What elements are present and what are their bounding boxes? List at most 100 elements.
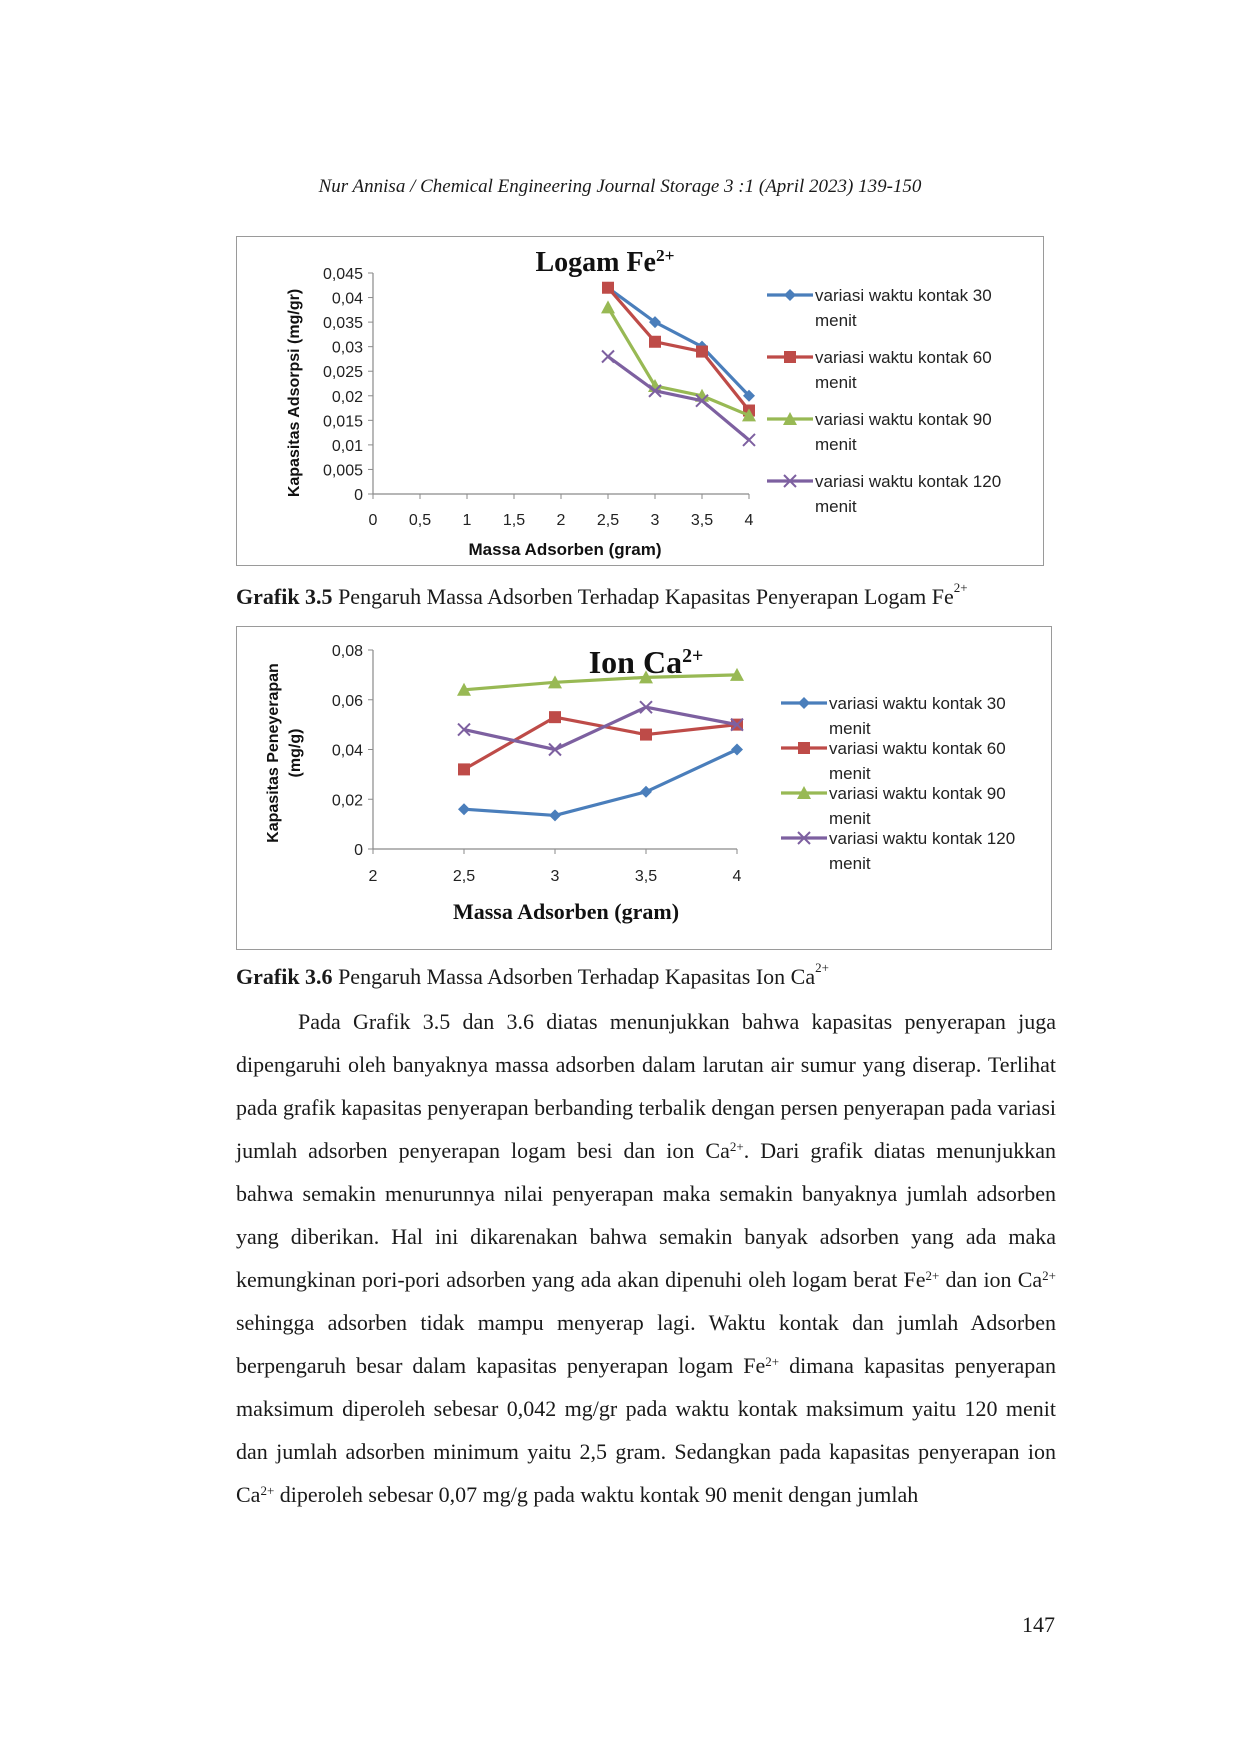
series-line-3 (606, 306, 750, 417)
data-point-series-1 (640, 785, 652, 798)
legend-label: variasi waktu kontak 60 (815, 348, 992, 367)
x-tick-label: 3,5 (635, 868, 657, 885)
chart-fe: 0 0,005 0,01 0,015 0,02 0,025 0,03 0,035 0,04 0,0… (236, 236, 1044, 566)
legend-label: menit (815, 435, 857, 454)
figure-35-caption-text: Pengaruh Massa Adsorben Terhadap Kapasit… (332, 584, 954, 609)
series-line-2 (463, 715, 738, 771)
y-tick-label: 0,03 (332, 340, 363, 357)
body-text-run: dan ion Ca (939, 1267, 1043, 1292)
chart-ca-plot: 0 0,02 0,04 0,06 0,08 2 2,5 3 3,5 4 Ion Ca2+ Massa … (265, 643, 744, 924)
chart-title-text: Logam Fe (535, 247, 656, 278)
legend-marker-4 (783, 474, 797, 488)
legend-marker-3 (783, 412, 797, 425)
series-line-1 (463, 748, 738, 818)
figure-36-caption: Grafik 3.6 Pengaruh Massa Adsorben Terha… (236, 960, 829, 990)
x-axis-label: Massa Adsorben (gram) (468, 540, 661, 559)
x-axis-label: Massa Adsorben (gram) (453, 899, 679, 924)
x-tick-label: 2 (557, 512, 566, 529)
series-line-3 (463, 673, 738, 692)
legend-label: variasi waktu kontak 120 (815, 472, 1001, 491)
data-point-series-1 (743, 389, 755, 402)
body-text-run: . Dari grafik diatas menunjukkan bahwa s… (236, 1138, 1056, 1292)
y-tick-label: 0,02 (332, 792, 363, 809)
x-tick-label: 2 (369, 868, 378, 885)
data-point-series-2 (602, 281, 614, 294)
body-superscript: 2+ (925, 1268, 940, 1283)
y-axis-label: Kapasitas Adsorpsi (mg/gr) (286, 289, 303, 497)
legend-label: variasi waktu kontak 30 (815, 286, 992, 305)
x-tick-label: 3 (651, 512, 660, 529)
data-point-series-1 (649, 316, 661, 329)
body-paragraph: Pada Grafik 3.5 dan 3.6 diatas menunjukk… (236, 1000, 1056, 1516)
y-tick-label: 0,045 (323, 266, 363, 283)
chart-fe-legend: variasi waktu kontak 30 menit variasi wakt… (767, 286, 1001, 516)
legend-label: menit (815, 497, 857, 516)
data-point-series-3 (730, 667, 744, 681)
chart-ca-svg: 0 0,02 0,04 0,06 0,08 2 2,5 3 3,5 4 Ion Ca2+ Massa … (265, 643, 1015, 924)
legend-label: menit (829, 809, 871, 828)
page-number: 147 (1022, 1612, 1055, 1637)
data-point-series-1 (731, 743, 743, 756)
x-tick-label: 0,5 (409, 512, 431, 529)
legend-marker-2 (798, 742, 810, 754)
body-superscript: 2+ (765, 1354, 780, 1369)
legend-label: menit (815, 373, 857, 392)
body-text-run: Pada Grafik 3.5 dan 3.6 diatas menunjukk… (236, 1009, 1056, 1163)
y-tick-label: 0,035 (323, 315, 363, 332)
data-point-series-4 (695, 393, 709, 408)
data-point-series-3 (548, 675, 562, 689)
figure-36-caption-sup: 2+ (815, 960, 829, 975)
x-tick-label: 1 (463, 512, 472, 529)
body-text-run: dimana kapasitas penyerapan maksimum dip… (236, 1353, 1056, 1507)
legend-label: menit (829, 719, 871, 738)
legend-marker-2 (784, 351, 796, 363)
running-header: Nur Annisa / Chemical Engineering Journa… (318, 176, 922, 197)
y-axis-label-line: Kapasitas Peneyerapan (265, 663, 282, 843)
legend-marker-3 (797, 786, 811, 799)
data-point-series-4 (457, 722, 471, 737)
legend-label: variasi waktu kontak 30 (829, 694, 1006, 713)
chart-title-sup: 2+ (682, 645, 703, 667)
body-superscript: 2+ (729, 1139, 744, 1154)
legend-label: variasi waktu kontak 60 (829, 739, 1006, 758)
figure-35-caption-sup: 2+ (953, 580, 968, 595)
data-point-series-2 (458, 763, 470, 776)
data-point-series-4 (548, 742, 562, 757)
series-line-4 (463, 705, 738, 752)
y-tick-label: 0,015 (323, 413, 363, 430)
chart-title-sup: 2+ (656, 246, 675, 265)
series-line-1 (607, 286, 751, 397)
y-tick-label: 0 (354, 842, 363, 859)
chart-fe-svg: 0 0,005 0,01 0,015 0,02 0,025 0,03 0,035 0,04 0,0… (286, 246, 1001, 559)
data-point-series-3 (457, 682, 471, 696)
data-point-series-2 (696, 345, 708, 358)
data-point-series-1 (458, 803, 470, 816)
y-tick-label: 0 (354, 487, 363, 504)
data-point-series-2 (649, 335, 661, 348)
x-tick-label: 4 (733, 868, 742, 885)
data-point-series-4 (730, 717, 744, 732)
data-point-series-3 (601, 300, 615, 314)
legend-label: menit (815, 311, 857, 330)
data-point-series-2 (549, 711, 561, 724)
legend-label: variasi waktu kontak 90 (815, 410, 992, 429)
data-point-series-3 (639, 670, 653, 684)
legend-label: variasi waktu kontak 120 (829, 829, 1015, 848)
x-tick-label: 2,5 (453, 868, 475, 885)
legend-marker-1 (798, 697, 810, 709)
chart-title-text: Ion Ca (589, 644, 682, 680)
chart-ca: 0 0,02 0,04 0,06 0,08 2 2,5 3 3,5 4 Ion Ca2+ Massa … (236, 626, 1052, 950)
data-point-series-1 (549, 809, 561, 822)
legend-marker-1 (784, 289, 796, 301)
series-line-4 (607, 355, 751, 442)
x-tick-label: 0 (369, 512, 378, 529)
y-tick-label: 0,06 (332, 693, 363, 710)
body-text-run: diperoleh sebesar 0,07 mg/g pada waktu k… (274, 1482, 919, 1507)
figure-36-label: Grafik 3.6 (236, 964, 333, 989)
data-point-series-4 (639, 700, 653, 714)
body-text-run: sehingga adsorben tidak mampu menyerap l… (236, 1310, 1056, 1378)
x-tick-label: 3 (551, 868, 560, 885)
x-tick-label: 4 (745, 512, 754, 529)
chart-title: Ion Ca2+ (589, 644, 704, 680)
